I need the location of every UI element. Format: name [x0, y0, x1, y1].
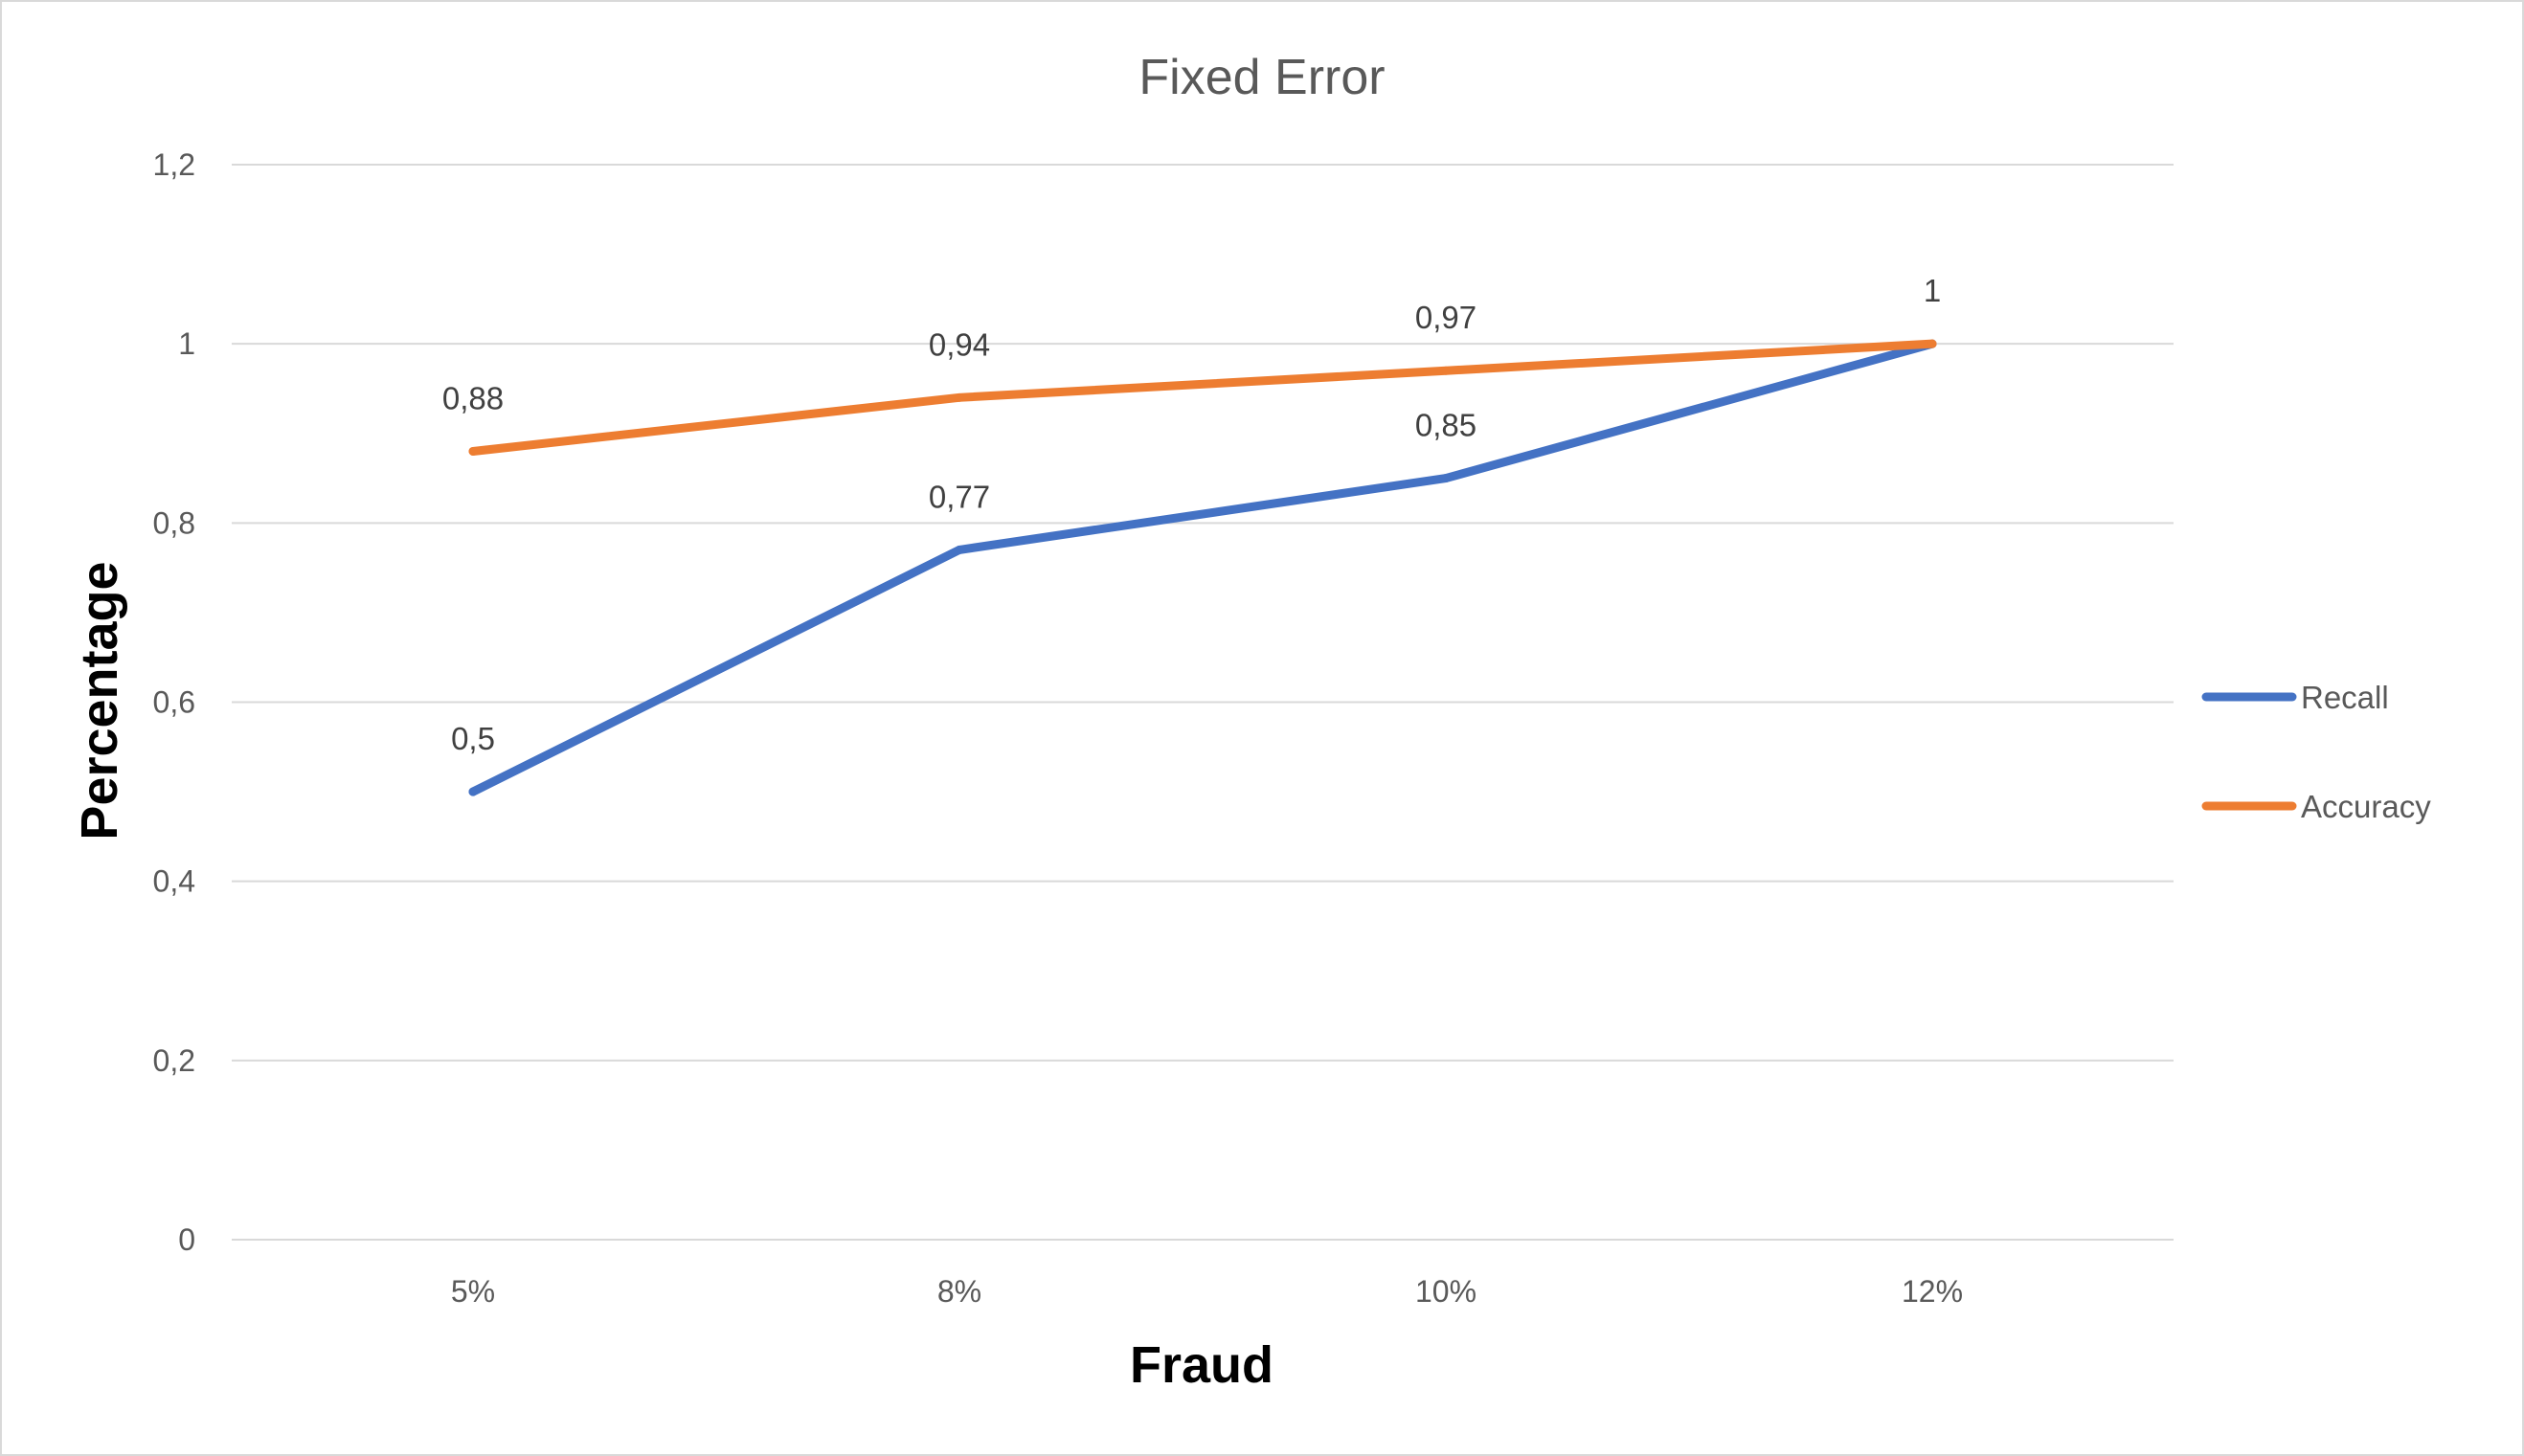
gridlines: [232, 164, 2174, 1241]
chart-title: Fixed Error: [1138, 50, 1385, 105]
y-tick-label: 1: [178, 326, 195, 361]
data-label-accuracy: 0,97: [1415, 300, 1476, 335]
y-axis-title: Percentage: [71, 561, 128, 840]
data-point-accuracy: [1441, 366, 1451, 375]
data-point-recall: [955, 545, 964, 554]
y-tick-label: 0: [178, 1222, 195, 1257]
legend: Recall Accuracy: [2201, 680, 2431, 824]
data-label-accuracy: 1: [1924, 273, 1941, 308]
x-axis-ticks: 5% 8% 10% 12%: [451, 1274, 1963, 1309]
data-label-accuracy: 0,88: [442, 380, 504, 415]
y-tick-label: 0,4: [153, 864, 195, 899]
x-tick-label: 5%: [451, 1274, 495, 1309]
series-lines: [468, 339, 1937, 796]
y-tick-label: 0,6: [153, 685, 195, 720]
data-point-accuracy: [955, 392, 964, 402]
data-point-recall: [468, 787, 478, 796]
y-axis-ticks: 0 0,2 0,4 0,6 0,8 1 1,2: [153, 147, 195, 1257]
data-point-recall: [1441, 474, 1451, 483]
data-labels: 0,5 0,77 0,85 0,88 0,94 0,97 1: [442, 273, 1941, 756]
x-tick-label: 8%: [937, 1274, 981, 1309]
x-tick-label: 12%: [1902, 1274, 1963, 1309]
legend-label-accuracy: Accuracy: [2301, 789, 2431, 824]
x-axis-title: Fraud: [1130, 1336, 1273, 1394]
y-tick-label: 0,2: [153, 1043, 195, 1078]
data-label-recall: 0,85: [1415, 408, 1476, 443]
series-line-recall: [468, 339, 1937, 796]
data-label-recall: 0,77: [929, 479, 990, 514]
data-label-accuracy: 0,94: [929, 326, 990, 362]
data-point-accuracy: [1927, 339, 1937, 348]
legend-label-recall: Recall: [2301, 680, 2389, 715]
series-line-accuracy: [468, 339, 1937, 456]
y-tick-label: 0,8: [153, 505, 195, 540]
y-tick-label: 1,2: [153, 147, 195, 182]
data-label-recall: 0,5: [451, 721, 495, 756]
x-tick-label: 10%: [1415, 1274, 1476, 1309]
data-point-accuracy: [468, 446, 478, 456]
